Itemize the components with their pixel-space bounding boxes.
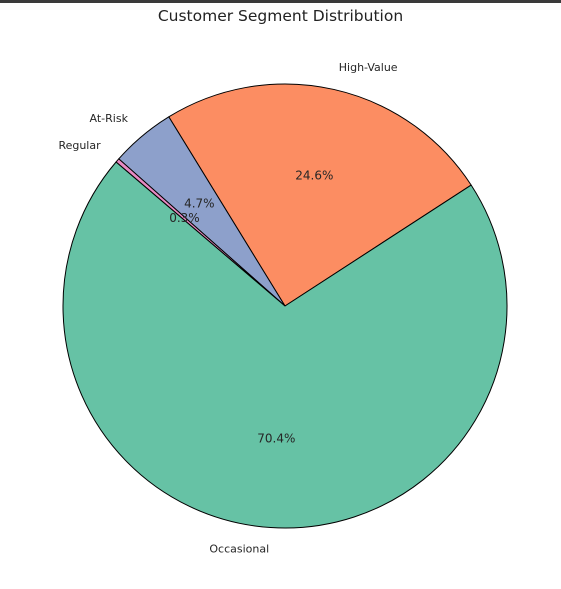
chart-title: Customer Segment Distribution	[157, 7, 404, 25]
slice-pct-occasional: 70.4%	[257, 431, 295, 445]
slice-pct-high-value: 24.6%	[295, 169, 333, 183]
slice-label-regular: Regular	[58, 139, 101, 152]
slice-label-high-value: High-Value	[339, 61, 398, 74]
pie-slices	[62, 83, 508, 529]
slice-pct-at-risk: 4.7%	[184, 196, 215, 210]
slice-label-occasional: Occasional	[209, 543, 269, 556]
slice-pct-regular: 0.3%	[169, 211, 200, 225]
pie-slice-occasional	[62, 161, 508, 529]
pie-labels: High-Value 24.6% At-Risk 4.7% Regular 0.3% Occ…	[58, 61, 397, 556]
top-border	[0, 0, 561, 3]
slice-label-at-risk: At-Risk	[90, 112, 129, 125]
pie-slice-high-value	[168, 83, 472, 307]
